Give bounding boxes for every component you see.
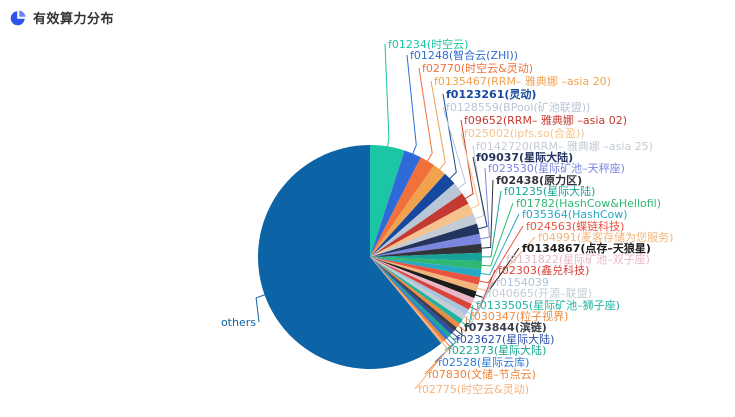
pie-slice-f030347(粒子视界)[interactable] [370,257,460,328]
pie-slice-f01235(星际大陆)[interactable] [370,252,482,262]
label-line-f035364(HashCow) [479,213,520,276]
pie-label-f02770(时空云&灵动): f02770(时空云&灵动) [422,61,533,75]
pie-label-f040665(开源–联盟): f040665(开源–联盟) [488,286,592,300]
pie-label-f023530(星际矿池–天秤座): f023530(星际矿池–天秤座) [488,161,625,175]
label-line-f0128559(BPool(矿池联盟)) [442,106,467,190]
label-line-f09037(星际大陆) [472,156,488,230]
pie-slice-f0135467(RRM– 雅典娜 –asia 20)[interactable] [370,165,446,257]
pie-label-f024563(蝶链科技): f024563(蝶链科技) [526,219,624,233]
pie-chart-icon [10,10,26,26]
pie-label-others: others [221,316,256,329]
pie-label-f073844(滨链): f073844(滨链) [464,320,547,334]
label-line-f023627(星际大陆) [451,331,461,340]
pie-slice-f0133505(星际矿池–狮子座)[interactable] [370,257,463,324]
pie-label-f01248(智合云(ZHI)): f01248(智合云(ZHI)) [410,48,518,62]
label-line-f0135467(RRM– 雅典娜 –asia 20) [430,80,446,171]
pie-label-f023627(星际大陆): f023627(星际大陆) [456,332,554,346]
pie-label-f0123261(灵动): f0123261(灵动) [446,87,536,101]
pie-slice-f01782(HashCow&Hellofil)[interactable] [370,257,482,270]
pie-slice-f02770(时空云&灵动)[interactable] [370,157,435,257]
label-line-f0133505(星际矿池–狮子座) [460,304,474,328]
pie-slice-f0128559(BPool(矿池联盟))[interactable] [370,183,463,257]
pie-label-f025002(ipfs.so(合盈)): f025002(ipfs.so(合盈)) [464,126,585,140]
pie-label-f07830(文储–节点云): f07830(文储–节点云) [428,367,536,381]
label-line-f02438(原力区) [480,179,494,249]
pie-slice-f02438(原力区)[interactable] [370,243,482,257]
label-line-f023530(星际矿池–天秤座) [479,167,490,240]
pie-label-f09652(RRM– 雅典娜 –asia 02): f09652(RRM– 雅典娜 –asia 02) [464,113,627,127]
pie-label-f0135467(RRM– 雅典娜 –asia 20): f0135467(RRM– 雅典娜 –asia 20) [434,74,611,88]
label-line-f0142720(RRM– 雅典娜 –asia 25) [472,145,485,220]
pie-label-f02438(原力区): f02438(原力区) [496,173,582,187]
pie-slice-others[interactable] [257,145,442,369]
pie-slice-f09037(星际大陆)[interactable] [370,223,480,257]
pie-slice-f0123261(灵动)[interactable] [370,173,455,257]
card-header: 有效算力分布 [10,8,114,27]
pie-slice-f0131822(星际矿池–双子座)[interactable] [370,257,475,304]
label-line-f07830(文储–节点云) [424,339,452,375]
pie-slice-f0142720(RRM– 雅典娜 –asia 25)[interactable] [370,213,477,257]
pie-label-f09037(星际大陆): f09037(星际大陆) [476,150,573,164]
pie-slice-f0154039[interactable] [370,257,469,315]
label-line-f025002(ipfs.so(合盈)) [460,132,480,210]
pie-label-f01235(星际大陆): f01235(星际大陆) [504,184,595,198]
label-line-f02770(时空云&灵动) [418,67,433,163]
label-line-f030347(粒子视界) [457,315,468,333]
pie-slice-f023530(星际矿池–天秤座)[interactable] [370,233,482,257]
label-line-f01235(星际大陆) [481,190,502,258]
pie-slice-f01234(时空云)[interactable] [370,145,405,257]
pie-label-f01782(HashCow&Hellofil): f01782(HashCow&Hellofil) [516,197,661,210]
pie-slice-f073844(滨链)[interactable] [370,257,457,332]
pie-label-f04991(麦客存储为您服务): f04991(麦客存储为您服务) [538,230,673,244]
label-line-f02528(星际云库) [434,337,454,363]
label-line-f09652(RRM– 雅典娜 –asia 02) [460,119,474,200]
pie-label-f02775(时空云&灵动): f02775(时空云&灵动) [418,382,529,396]
pie-slice-f04991(麦客存储为您服务)[interactable] [370,257,479,292]
pie-slice-f022373(星际大陆)[interactable] [370,257,452,338]
pie-label-f0133505(星际矿池–狮子座): f0133505(星际矿池–狮子座) [476,298,620,312]
label-line-f01782(HashCow&Hellofil) [480,202,514,267]
pie-slice-f024563(蝶链科技)[interactable] [370,257,481,285]
label-line-f01234(时空云) [384,43,390,148]
pie-label-f022373(星际大陆): f022373(星际大陆) [448,343,546,357]
pie-slice-f07830(文储–节点云)[interactable] [370,257,446,342]
pie-slice-f035364(HashCow)[interactable] [370,257,482,278]
pie-slice-f025002(ipfs.so(合盈))[interactable] [370,203,474,257]
label-line-f01248(智合云(ZHI)) [406,54,417,155]
pie-slice-f02775(时空云&灵动)[interactable] [370,257,444,344]
label-line-f022373(星际大陆) [444,334,457,351]
pie-slice-f040665(开源–联盟)[interactable] [370,257,466,320]
pie-label-f030347(粒子视界): f030347(粒子视界) [470,309,568,323]
pie-label-f01234(时空云): f01234(时空云) [388,37,468,51]
pie-slice-f023627(星际大陆)[interactable] [370,257,454,335]
label-line-f0154039 [466,281,494,318]
pie-slice-f02528(星际云库)[interactable] [370,257,449,340]
pie-slice-f01248(智合云(ZHI))[interactable] [370,150,421,257]
pie-label-f035364(HashCow): f035364(HashCow) [522,208,628,221]
label-line-f0123261(灵动) [442,93,457,180]
label-line-f073844(滨链) [454,326,463,337]
pie-label-f0128559(BPool(矿池联盟)): f0128559(BPool(矿池联盟)) [446,101,590,114]
pie-label-f0154039: f0154039 [496,276,549,289]
pie-slice-f02303(鑫兑科技)[interactable] [370,257,472,310]
chart-title: 有效算力分布 [33,12,115,27]
pie-label-f02303(鑫兑科技): f02303(鑫兑科技) [498,263,589,277]
pie-label-f0134867(点存–天狼星): f0134867(点存–天狼星) [522,241,651,255]
label-line-f024563(蝶链科技) [478,225,524,284]
label-line-f02775(时空云&灵动) [414,341,449,390]
pie-slice-f0134867(点存–天狼星)[interactable] [370,257,477,299]
label-line-others [255,294,266,323]
pie-label-f02528(星际云库): f02528(星际云库) [438,356,529,369]
pie-label-f0131822(星际矿池–双子座): f0131822(星际矿池–双子座) [506,252,650,266]
pie-slice-f09652(RRM– 雅典娜 –asia 02)[interactable] [370,193,469,257]
pie-label-f0142720(RRM– 雅典娜 –asia 25): f0142720(RRM– 雅典娜 –asia 25) [476,139,653,153]
